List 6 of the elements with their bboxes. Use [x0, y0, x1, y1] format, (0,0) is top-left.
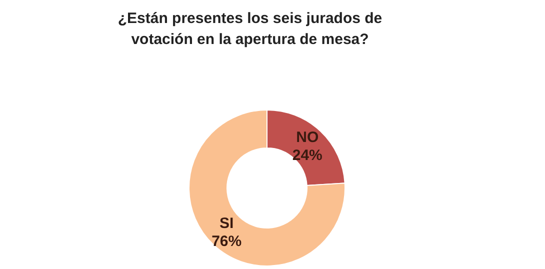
- chart-title: ¿Están presentes los seis jurados de votación en la apertura de mesa?: [116, 9, 384, 50]
- donut-slice: [188, 110, 346, 266]
- slice-label: NO: [296, 128, 319, 146]
- data-label: 76%: [212, 233, 242, 250]
- data-label: 24%: [292, 146, 322, 164]
- slice-label: SI: [220, 215, 234, 232]
